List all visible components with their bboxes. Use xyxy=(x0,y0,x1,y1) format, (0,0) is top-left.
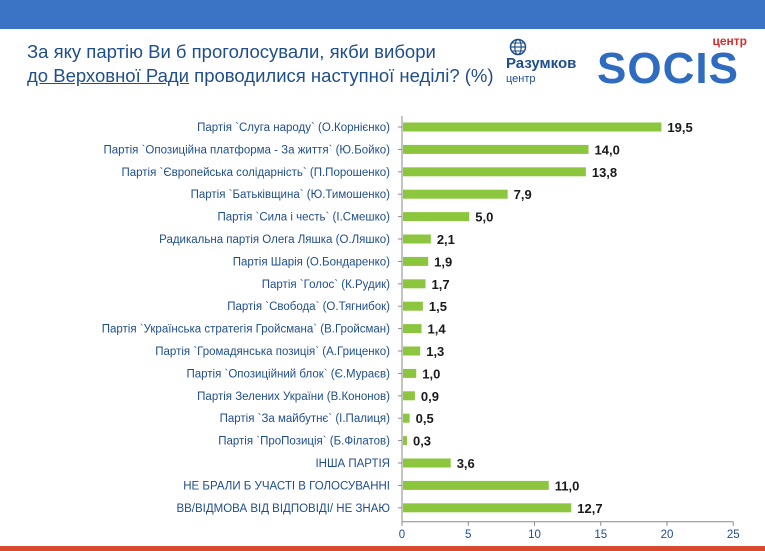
category-label: НЕ БРАЛИ Б УЧАСТІ В ГОЛОСУВАННІ xyxy=(183,480,390,492)
bar xyxy=(403,167,586,177)
bar xyxy=(403,301,423,311)
value-label: 13,8 xyxy=(592,165,617,180)
title-line-1: За яку партію Ви б проголосували, якби в… xyxy=(27,41,436,62)
category-label: Партія `Свобода` (О.Тягнибок) xyxy=(227,301,390,313)
category-label: Партія `Європейська солідарність` (П.Пор… xyxy=(121,167,390,179)
value-label: 12,7 xyxy=(577,501,602,516)
category-label: Партія Зелених України (В.Кононов) xyxy=(197,391,390,403)
bar xyxy=(403,413,410,423)
socis-logo: центр SOCIS xyxy=(597,34,747,94)
category-label: Партія `Батьківщина` (Ю.Тимошенко) xyxy=(191,189,391,201)
value-label: 2,1 xyxy=(437,232,455,247)
value-label: 1,9 xyxy=(434,254,452,269)
bar xyxy=(403,391,415,401)
title-line-2-rest: проводилися наступної неділі? (%) xyxy=(189,65,494,86)
value-label: 1,3 xyxy=(426,344,444,359)
value-label: 7,9 xyxy=(514,187,532,202)
bar xyxy=(403,212,470,222)
category-label: ВВ/ВІДМОВА ВІД ВІДПОВІДІ/ НЕ ЗНАЮ xyxy=(176,503,390,515)
x-tick-label: 15 xyxy=(594,529,607,541)
bar xyxy=(403,279,426,289)
value-label: 3,6 xyxy=(457,456,475,471)
title-underlined-part: до Верховної Ради xyxy=(27,65,190,86)
bar xyxy=(403,436,407,446)
value-label: 0,9 xyxy=(421,389,439,404)
category-label: Партія `Голос` (К.Рудик) xyxy=(262,279,390,291)
x-tick-label: 20 xyxy=(661,529,674,541)
category-label: Партія `Громадянська позиція` (А.Гриценк… xyxy=(155,346,390,358)
razumkov-sub: центр xyxy=(506,73,536,85)
value-label: 1,5 xyxy=(429,299,447,314)
category-label: Партія `За майбутнє` (І.Палиця) xyxy=(220,413,391,425)
category-label: Партія Шарія (О.Бондаренко) xyxy=(233,256,390,268)
chart-title: За яку партію Ви б проголосували, якби в… xyxy=(27,40,497,88)
x-tick-label: 5 xyxy=(465,529,471,541)
bar xyxy=(403,458,451,468)
value-label: 1,7 xyxy=(432,277,450,292)
bar xyxy=(403,368,417,378)
x-tick-label: 10 xyxy=(528,529,541,541)
bottom-accent-bar xyxy=(0,546,765,551)
value-label: 0,3 xyxy=(413,434,431,449)
category-label: Партія `Опозиційна платформа - За життя`… xyxy=(104,144,391,156)
category-label: ІНША ПАРТІЯ xyxy=(315,458,390,470)
top-banner xyxy=(0,0,765,29)
value-label: 1,0 xyxy=(422,366,440,381)
bar xyxy=(403,324,422,334)
bar xyxy=(403,503,572,513)
socis-wordmark: SOCIS xyxy=(597,44,739,93)
category-label: Партія `Опозиційний блок` (Є.Мураєв) xyxy=(186,368,390,380)
x-tick-label: 25 xyxy=(727,529,740,541)
value-label: 1,4 xyxy=(428,322,447,337)
value-label: 11,0 xyxy=(555,478,580,493)
bar xyxy=(403,122,662,132)
socis-top-label: центр xyxy=(712,34,747,48)
bar xyxy=(403,346,421,356)
globe-icon xyxy=(509,38,527,56)
value-label: 5,0 xyxy=(475,210,493,225)
value-label: 14,0 xyxy=(595,142,620,157)
x-tick-label: 0 xyxy=(399,529,405,541)
bar xyxy=(403,256,429,266)
razumkov-name: Разумков xyxy=(506,55,577,72)
category-label: Партія `Сила і честь` (І.Смешко) xyxy=(217,212,390,224)
category-label: Партія `ПроПозиція` (Б.Філатов) xyxy=(218,436,390,448)
bar xyxy=(403,144,589,154)
value-label: 19,5 xyxy=(667,120,692,135)
bar xyxy=(403,189,508,199)
category-label: Партія `Українська стратегія Гройсмана` … xyxy=(102,324,390,336)
bar xyxy=(403,234,431,244)
category-label: Радикальна партія Олега Ляшка (О.Ляшко) xyxy=(159,234,390,246)
category-label: Партія `Слуга народу` (О.Корнієнко) xyxy=(197,122,390,134)
value-label: 0,5 xyxy=(416,411,434,426)
bar xyxy=(403,480,549,490)
